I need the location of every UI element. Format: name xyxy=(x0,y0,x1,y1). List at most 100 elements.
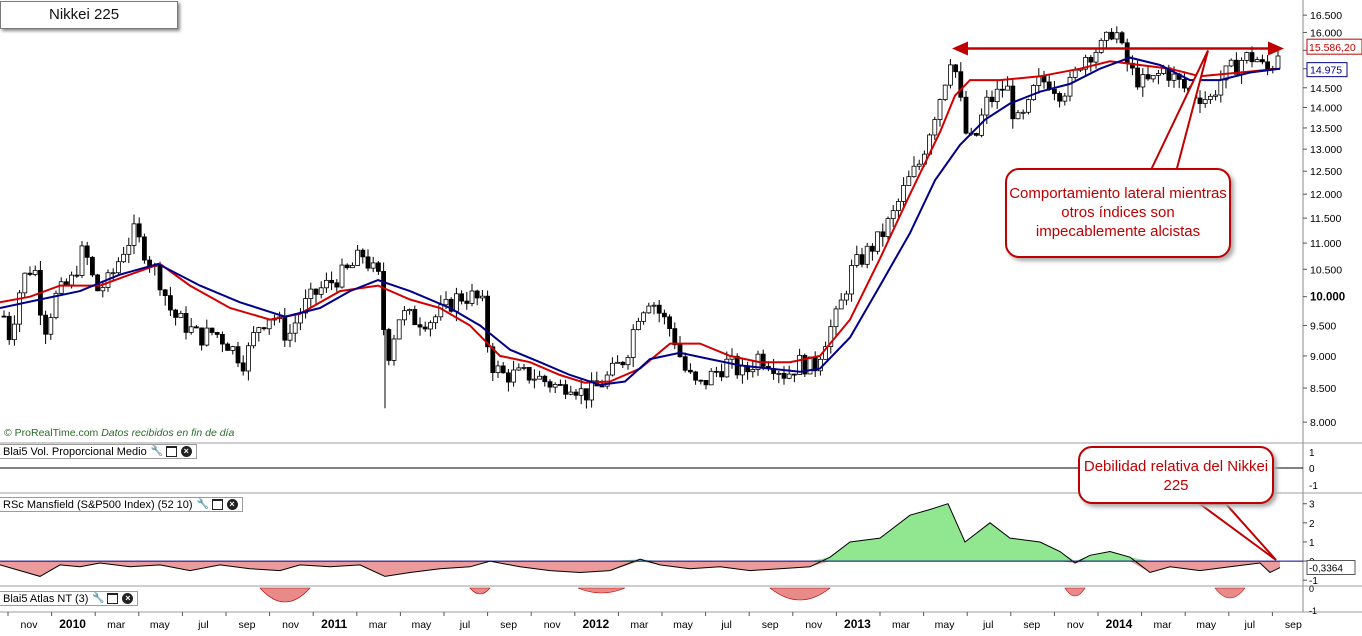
candle-body xyxy=(667,316,672,329)
candle-body xyxy=(417,324,423,328)
candle-body xyxy=(719,371,724,378)
candle-body xyxy=(849,265,854,295)
window-icon[interactable] xyxy=(211,499,223,510)
candle-body xyxy=(677,344,683,358)
candle-body xyxy=(953,64,958,73)
candle-body xyxy=(1057,93,1062,102)
candle-body xyxy=(698,379,704,382)
candle-body xyxy=(162,289,168,297)
candle-body xyxy=(537,375,542,380)
rs-tick-label: 3 xyxy=(1309,500,1315,511)
candle-body xyxy=(131,223,137,246)
candle-body xyxy=(1000,88,1005,91)
candle-body xyxy=(121,253,126,263)
atlas-panel-header: Blai5 Atlas NT (3) 🔧 × xyxy=(0,591,139,606)
candle-body xyxy=(1015,112,1021,120)
rs-negative-area xyxy=(0,561,1280,577)
candle-body xyxy=(1119,32,1125,44)
candle-body xyxy=(479,295,485,299)
candles xyxy=(1,26,1281,409)
candle-body xyxy=(526,366,532,381)
time-tick-label: sep xyxy=(1023,619,1040,631)
candle-body xyxy=(204,327,210,346)
candle-body xyxy=(443,298,449,306)
candle-body xyxy=(266,319,272,330)
candle-body xyxy=(303,298,309,314)
window-icon[interactable] xyxy=(165,446,177,457)
candle-body xyxy=(573,391,579,396)
candle-body xyxy=(532,378,537,381)
candle-body xyxy=(1228,59,1234,67)
candle-body xyxy=(282,316,288,341)
time-tick-label: 2011 xyxy=(321,617,347,631)
callout-lateral: Comportamiento lateral mientras otros ín… xyxy=(1005,168,1231,258)
candle-body xyxy=(386,329,392,361)
time-tick-label: sep xyxy=(239,619,256,631)
wrench-icon[interactable]: 🔧 xyxy=(196,499,209,510)
candle-body xyxy=(292,322,298,334)
callout-pointer-weakness xyxy=(1196,503,1277,561)
time-tick-label: may xyxy=(1196,619,1217,631)
window-icon[interactable] xyxy=(107,593,119,604)
candle-body xyxy=(802,354,808,375)
atlas-tick-label: -1 xyxy=(1309,606,1317,616)
rs-tick-label: 1 xyxy=(1309,538,1315,549)
close-icon[interactable]: × xyxy=(122,593,134,604)
candle-body xyxy=(287,332,293,341)
atlas-tick-label: 0 xyxy=(1309,584,1314,594)
candle-body xyxy=(589,380,594,401)
last-price-box xyxy=(1306,38,1362,55)
candle-body xyxy=(1135,67,1140,88)
candle-body xyxy=(1036,75,1042,86)
candle-body xyxy=(225,343,231,351)
callout-weakness: Debilidad relativa del Nikkei 225 xyxy=(1078,446,1274,504)
candle-body xyxy=(610,362,615,376)
wrench-icon[interactable]: 🔧 xyxy=(92,593,105,604)
wrench-icon[interactable]: 🔧 xyxy=(150,446,164,457)
candle-body xyxy=(714,370,719,373)
candle-body xyxy=(786,373,792,379)
candle-body xyxy=(578,388,584,396)
candle-body xyxy=(552,384,558,388)
candle-body xyxy=(474,290,480,299)
candle-body xyxy=(261,327,267,330)
candle-body xyxy=(116,261,121,274)
time-tick-label: jul xyxy=(982,619,994,631)
candle-body xyxy=(1182,78,1187,89)
candle-body xyxy=(620,361,626,366)
candle-body xyxy=(485,295,491,348)
candle-body xyxy=(219,334,225,345)
candle-body xyxy=(43,314,48,335)
candle-body xyxy=(1020,111,1026,114)
candle-body xyxy=(490,346,496,374)
atlas-negative-area xyxy=(1064,587,1086,597)
candle-body xyxy=(885,218,891,238)
candle-body xyxy=(344,264,350,269)
time-tick-label: mar xyxy=(369,619,388,631)
candle-body xyxy=(974,133,979,136)
candle-body xyxy=(199,327,205,346)
candle-body xyxy=(880,231,886,238)
candle-body xyxy=(459,293,465,302)
rs-last-label: -0,3364 xyxy=(1309,563,1343,574)
callout-pointer-lateral xyxy=(1148,50,1209,173)
close-icon[interactable]: × xyxy=(180,446,192,457)
candle-body xyxy=(505,372,511,383)
candle-body xyxy=(984,96,990,116)
candle-body xyxy=(209,327,215,333)
candle-body xyxy=(469,290,475,304)
volume-tick-label: -1 xyxy=(1309,481,1318,492)
candle-body xyxy=(1244,52,1250,61)
atlas-negative-area xyxy=(769,587,831,601)
candle-body xyxy=(958,71,964,98)
moving-averages xyxy=(0,56,1281,386)
time-tick-label: mar xyxy=(892,619,911,631)
close-icon[interactable]: × xyxy=(226,499,238,510)
candle-body xyxy=(516,367,522,371)
price-tick-label: 8.000 xyxy=(1310,417,1336,429)
candle-body xyxy=(1031,85,1036,101)
candle-body xyxy=(136,223,142,238)
candle-body xyxy=(79,245,85,276)
candle-body xyxy=(906,176,912,186)
